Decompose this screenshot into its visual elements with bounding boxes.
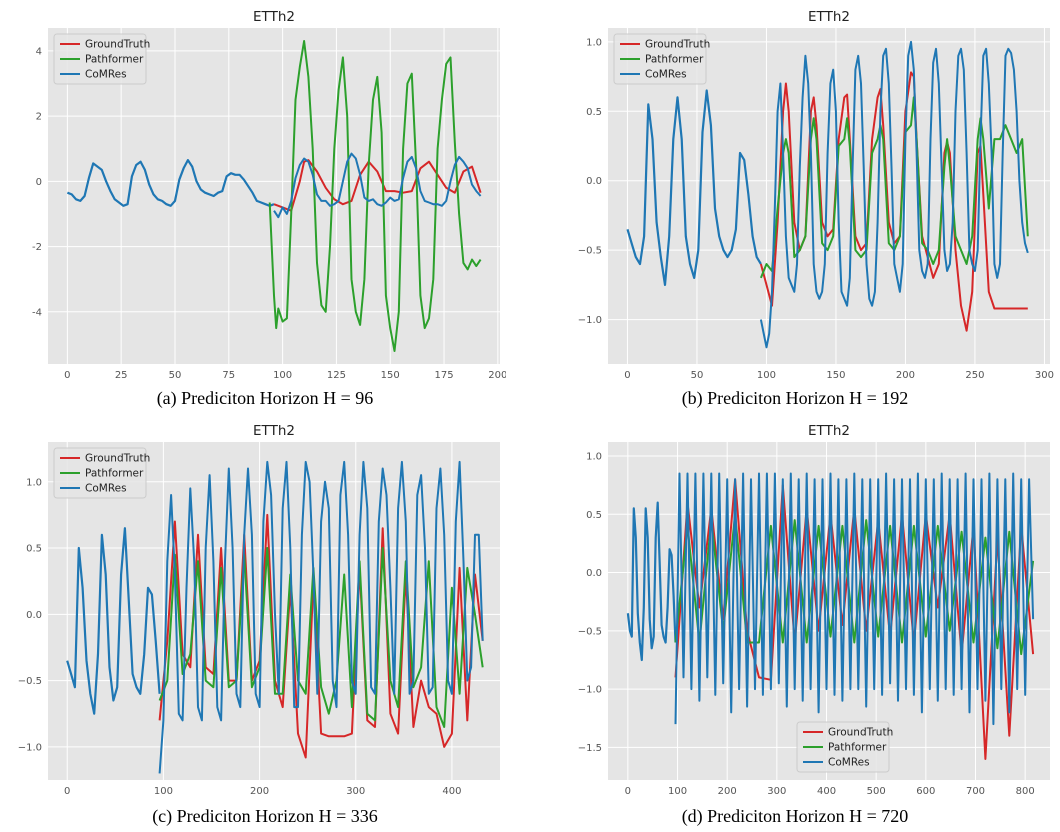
y-tick-label: 2 <box>36 112 42 123</box>
y-tick-label: -2 <box>32 242 42 253</box>
y-tick-label: 0.0 <box>586 568 602 579</box>
chart-svg-a: 0 25 50 75 100 125 150 175 200 -4 -2 0 2 4 ETTh2 Ground… <box>6 4 506 388</box>
chart-panel-c: 0 100 200 300 400 −1.0 −0.5 0.0 0.5 1.0 ETTh2 Groun… <box>6 418 506 804</box>
legend: GroundTruth Pathformer CoMRes <box>53 33 150 85</box>
x-tick-label: 25 <box>115 370 128 381</box>
caption-a: (a) Prediciton Horizon H = 96 <box>156 388 374 408</box>
legend-box <box>53 33 147 85</box>
chart-title: ETTh2 <box>808 423 850 439</box>
y-tick-label: −1.5 <box>578 743 602 754</box>
legend-label: CoMRes <box>828 757 870 769</box>
x-tick-label: 200 <box>718 786 737 797</box>
x-tick-label: 600 <box>916 786 935 797</box>
chart-panel-a: 0 25 50 75 100 125 150 175 200 -4 -2 0 2 4 ETTh2 Ground… <box>6 4 506 388</box>
x-tick-label: 100 <box>668 786 687 797</box>
y-tick-label: −1.0 <box>18 742 42 753</box>
x-tick-label: 125 <box>327 370 346 381</box>
chart-panel-b: 0 50 100 150 200 250 300 −1.0 −0.5 0.0 0.5 1.0 ETTh2… <box>566 4 1056 388</box>
y-tick-label: 1.0 <box>586 37 602 48</box>
x-tick-label: 400 <box>442 786 461 797</box>
x-tick-label: 300 <box>767 786 786 797</box>
x-tick-label: 800 <box>1016 786 1035 797</box>
groundtruth-line <box>273 159 482 212</box>
legend-box <box>53 447 147 499</box>
caption-d: (d) Prediciton Horizon H = 720 <box>681 806 909 826</box>
pathformer-line <box>759 96 1029 279</box>
x-tick-label: 0 <box>64 370 70 381</box>
legend-label: Pathformer <box>85 54 144 66</box>
chart-svg-c: 0 100 200 300 400 −1.0 −0.5 0.0 0.5 1.0 ETTh2 Groun… <box>6 418 506 804</box>
y-tick-label: -4 <box>32 307 42 318</box>
x-tick-label: 400 <box>817 786 836 797</box>
x-tick-label: 0 <box>625 786 631 797</box>
legend-label: GroundTruth <box>645 39 710 51</box>
y-tick-label: 0.0 <box>586 176 602 187</box>
x-tick-label: 200 <box>488 370 506 381</box>
legend-label: Pathformer <box>645 54 704 66</box>
legend-label: GroundTruth <box>85 39 150 51</box>
x-tick-label: 250 <box>965 370 984 381</box>
y-tick-label: 0.5 <box>26 544 42 555</box>
chart-title: ETTh2 <box>253 9 295 25</box>
y-tick-label: 1.0 <box>586 451 602 462</box>
caption-b: (b) Prediciton Horizon H = 192 <box>681 388 909 408</box>
legend-label: Pathformer <box>828 742 887 754</box>
history-line <box>626 501 677 662</box>
legend-label: GroundTruth <box>828 727 893 739</box>
chart-svg-b: 0 50 100 150 200 250 300 −1.0 −0.5 0.0 0.5 1.0 ETTh2… <box>566 4 1056 388</box>
x-tick-label: 100 <box>154 786 173 797</box>
legend-label: CoMRes <box>85 483 127 495</box>
x-tick-label: 700 <box>966 786 985 797</box>
legend-label: CoMRes <box>85 69 127 81</box>
y-tick-label: 0 <box>36 177 42 188</box>
legend-box <box>796 721 890 773</box>
comres-line <box>674 472 1035 726</box>
y-tick-label: −0.5 <box>578 626 602 637</box>
x-tick-label: 175 <box>434 370 453 381</box>
legend-box <box>613 33 707 85</box>
pathformer-line <box>268 40 482 352</box>
x-tick-label: 100 <box>757 370 776 381</box>
y-tick-label: −0.5 <box>578 246 602 257</box>
x-tick-label: 100 <box>273 370 292 381</box>
pathformer-line <box>158 547 484 728</box>
legend: GroundTruth Pathformer CoMRes <box>53 447 150 499</box>
y-tick-label: −1.0 <box>578 315 602 326</box>
legend-label: GroundTruth <box>85 453 150 465</box>
x-tick-label: 300 <box>346 786 365 797</box>
chart-svg-d: 0 100 200 300 400 500 600 700 800 −1.5 −1.0 −0.5 0.0… <box>566 418 1056 804</box>
x-tick-label: 300 <box>1035 370 1054 381</box>
legend: GroundTruth Pathformer CoMRes <box>613 33 710 85</box>
comres-line <box>158 460 484 774</box>
x-tick-label: 150 <box>381 370 400 381</box>
legend: GroundTruth Pathformer CoMRes <box>796 721 893 773</box>
caption-c: (c) Prediciton Horizon H = 336 <box>152 806 378 826</box>
history-line <box>626 89 762 286</box>
y-tick-label: 0.0 <box>26 610 42 621</box>
x-tick-label: 0 <box>624 370 630 381</box>
chart-panel-d: 0 100 200 300 400 500 600 700 800 −1.5 −1.0 −0.5 0.0… <box>566 418 1056 804</box>
chart-title: ETTh2 <box>808 9 850 25</box>
y-tick-label: −0.5 <box>18 676 42 687</box>
chart-title: ETTh2 <box>253 423 295 439</box>
x-tick-label: 200 <box>896 370 915 381</box>
y-tick-label: 0.5 <box>586 107 602 118</box>
legend-label: Pathformer <box>85 468 144 480</box>
y-tick-label: 4 <box>36 46 42 57</box>
history-line <box>66 527 161 715</box>
x-tick-label: 150 <box>826 370 845 381</box>
x-tick-label: 0 <box>64 786 70 797</box>
y-tick-label: 1.0 <box>26 477 42 488</box>
comres-line <box>273 152 482 219</box>
y-tick-label: −1.0 <box>578 685 602 696</box>
x-tick-label: 50 <box>169 370 182 381</box>
x-tick-label: 500 <box>867 786 886 797</box>
history-line <box>66 159 275 207</box>
comres-line <box>759 40 1029 349</box>
x-tick-label: 50 <box>691 370 704 381</box>
legend-label: CoMRes <box>645 69 687 81</box>
x-tick-label: 200 <box>250 786 269 797</box>
y-tick-label: 0.5 <box>586 510 602 521</box>
x-tick-label: 75 <box>222 370 235 381</box>
